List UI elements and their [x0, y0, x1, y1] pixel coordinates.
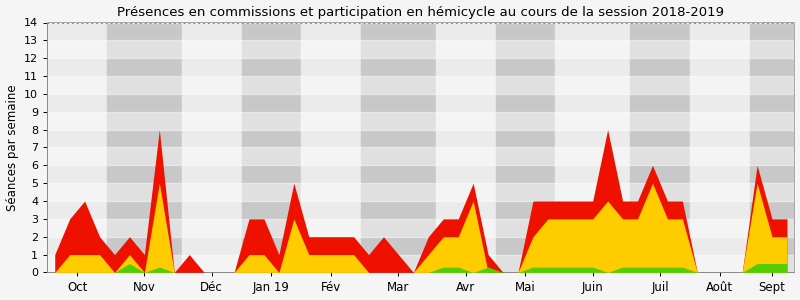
Bar	[47, 112, 794, 130]
Bar	[107, 22, 182, 272]
Bar	[630, 22, 690, 272]
Bar	[47, 255, 794, 272]
Bar	[242, 22, 302, 272]
Bar	[690, 22, 750, 272]
Bar	[302, 22, 361, 272]
Bar	[182, 22, 242, 272]
Bar	[47, 183, 794, 201]
Bar	[47, 22, 107, 272]
Bar	[750, 22, 794, 272]
Bar	[47, 40, 794, 58]
Bar	[436, 22, 495, 272]
Bar	[361, 22, 436, 272]
Y-axis label: Séances par semaine: Séances par semaine	[6, 84, 18, 211]
Title: Présences en commissions et participation en hémicycle au cours de la session 20: Présences en commissions et participatio…	[118, 6, 724, 19]
Bar	[555, 22, 630, 272]
Bar	[47, 219, 794, 237]
Bar	[47, 148, 794, 165]
Bar	[495, 22, 555, 272]
Bar	[47, 76, 794, 94]
Bar	[47, 4, 794, 22]
